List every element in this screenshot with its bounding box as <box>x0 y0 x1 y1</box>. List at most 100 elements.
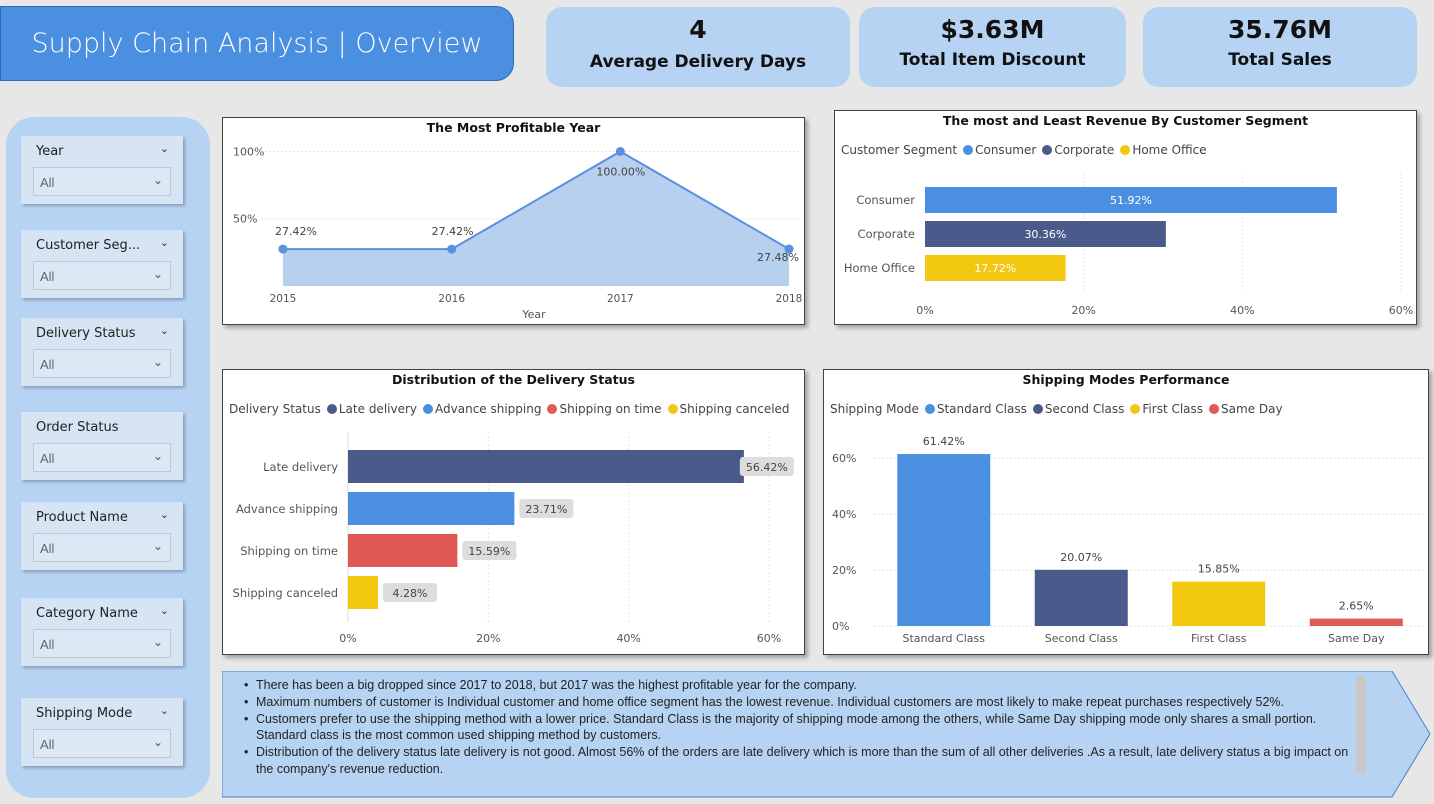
legend-item[interactable]: Second Class <box>1044 402 1125 416</box>
slicer-category-name[interactable]: Category Name ⌄ All ⌄ <box>21 598 183 666</box>
slicer-value: All <box>40 451 55 466</box>
slicer-order-status[interactable]: Order Status All ⌄ <box>21 412 183 480</box>
legend-item[interactable]: Advance shipping <box>435 402 542 416</box>
area-fill <box>283 151 789 286</box>
bar-chart[interactable]: 0% 20% 40% 60% 51.92% Consumer 30.36% Corporate… <box>835 111 1416 324</box>
scrollbar[interactable] <box>1356 676 1366 773</box>
legend-item[interactable]: Shipping on time <box>559 402 662 416</box>
data-label: 17.72% <box>974 262 1016 275</box>
bar <box>925 221 1166 247</box>
slicer-dropdown[interactable]: All ⌄ <box>33 629 171 658</box>
slicer-label: Category Name <box>36 606 138 621</box>
slicer-value: All <box>40 637 55 652</box>
data-label: 100.00% <box>596 165 645 178</box>
y-tick-label: 50% <box>233 213 257 226</box>
legend-item[interactable]: Home Office <box>1132 143 1207 157</box>
column-chart[interactable]: 0% 20% 40% 60% 61.42% Standard Class 20.07% Sec… <box>824 370 1428 654</box>
kpi-card-average-delivery-days: 4 Average Delivery Days <box>546 7 850 87</box>
x-tick-label: Same Day <box>1328 632 1385 645</box>
x-tick-label: 2015 <box>270 293 297 305</box>
legend-title: Delivery Status <box>229 402 321 416</box>
area-chart[interactable]: 50% 100% 27.42% 2015 27.42% 2016 100.00% 2017 27… <box>223 118 804 324</box>
legend-title: Customer Segment <box>841 143 958 157</box>
category-label: Shipping canceled <box>233 586 338 600</box>
slicer-label: Year <box>36 144 64 159</box>
chevron-down-icon[interactable]: ⌄ <box>159 605 169 617</box>
x-tick-label: 60% <box>757 632 781 645</box>
x-tick-label: 0% <box>916 304 933 317</box>
legend-item[interactable]: Shipping canceled <box>679 402 790 416</box>
bar-chart[interactable]: 0% 20% 40% 60% 56.42% Late delivery 23.71% Adva… <box>223 370 804 654</box>
x-tick-label: 2016 <box>438 293 465 305</box>
slicer-product-name[interactable]: Product Name ⌄ All ⌄ <box>21 502 183 570</box>
slicer-dropdown[interactable]: All ⌄ <box>33 349 171 378</box>
chevron-down-icon[interactable]: ⌄ <box>159 325 169 337</box>
chart-legend: Shipping Mode Standard Class Second Clas… <box>830 402 1283 416</box>
kpi-card-total-item-discount: $3.63M Total Item Discount <box>859 7 1126 87</box>
data-label: 51.92% <box>1110 194 1152 207</box>
slicer-dropdown[interactable]: All ⌄ <box>33 167 171 196</box>
data-label: 23.71% <box>525 503 567 516</box>
slicer-delivery-status[interactable]: Delivery Status ⌄ All ⌄ <box>21 318 183 386</box>
data-label-bg <box>739 457 794 476</box>
category-label: Advance shipping <box>236 502 338 516</box>
chart-title: The most and Least Revenue By Customer S… <box>942 113 1309 128</box>
legend-item[interactable]: Standard Class <box>936 402 1027 416</box>
data-label: 27.48% <box>757 251 799 264</box>
legend-item[interactable]: Corporate <box>1054 143 1115 157</box>
legend-item[interactable]: First Class <box>1142 402 1204 416</box>
chevron-down-icon[interactable]: ⌄ <box>159 237 169 249</box>
category-label: Consumer <box>856 193 915 207</box>
chevron-down-icon: ⌄ <box>152 735 163 749</box>
chart-card-profitable-year[interactable]: The Most Profitable Year 50% 100% 27.42% 20… <box>222 117 805 325</box>
slicer-dropdown[interactable]: All ⌄ <box>33 443 171 472</box>
data-label: 61.42% <box>923 435 965 448</box>
x-tick-label: Standard Class <box>903 632 986 645</box>
chevron-down-icon[interactable]: ⌄ <box>159 705 169 717</box>
chevron-down-icon[interactable]: ⌄ <box>159 509 169 521</box>
legend-item[interactable]: Same Day <box>1221 402 1283 416</box>
chevron-down-icon: ⌄ <box>152 267 163 281</box>
legend-item[interactable]: Consumer <box>975 143 1037 157</box>
slicer-dropdown[interactable]: All ⌄ <box>33 533 171 562</box>
x-tick-label: First Class <box>1191 632 1247 645</box>
bar <box>1172 581 1266 626</box>
insights-list: There has been a big dropped since 2017 … <box>244 677 1354 778</box>
chart-title: Shipping Modes Performance <box>1022 372 1230 387</box>
chevron-down-icon[interactable]: ⌄ <box>159 143 169 155</box>
legend-marker <box>326 404 337 414</box>
chevron-down-icon: ⌄ <box>152 539 163 553</box>
x-tick-label: 2017 <box>607 293 634 305</box>
slicer-value: All <box>40 541 55 556</box>
legend-marker <box>1042 145 1053 155</box>
legend-item[interactable]: Late delivery <box>338 402 418 416</box>
bar <box>348 450 744 483</box>
data-label: 56.42% <box>746 461 788 474</box>
x-axis-title: Year <box>521 308 546 321</box>
x-tick-label: 0% <box>339 632 356 645</box>
slicer-value: All <box>40 175 55 190</box>
y-tick-label: 40% <box>832 508 856 521</box>
chart-legend: Delivery Status Late delivery Advance sh… <box>229 402 790 416</box>
legend-marker <box>667 404 678 414</box>
chart-legend: Customer Segment Consumer Corporate Home… <box>841 143 1207 157</box>
slicer-label: Shipping Mode <box>36 706 133 721</box>
y-tick-label: 60% <box>832 452 856 465</box>
slicer-shipping-mode[interactable]: Shipping Mode ⌄ All ⌄ <box>21 698 183 766</box>
kpi-label: Total Sales <box>1228 50 1332 70</box>
chart-card-shipping-modes[interactable]: Shipping Modes Performance Shipping Mode… <box>823 369 1429 655</box>
slicer-dropdown[interactable]: All ⌄ <box>33 729 171 758</box>
slicer-customer-segment[interactable]: Customer Seg... ⌄ All ⌄ <box>21 230 183 298</box>
data-label: 27.42% <box>432 225 474 238</box>
legend-marker <box>1130 404 1141 414</box>
data-label-bg <box>462 541 517 560</box>
series-line <box>283 150 790 251</box>
slicer-year[interactable]: Year ⌄ All ⌄ <box>21 136 183 204</box>
chart-card-customer-segment[interactable]: The most and Least Revenue By Customer S… <box>834 110 1417 325</box>
slicer-dropdown[interactable]: All ⌄ <box>33 261 171 290</box>
kpi-card-total-sales: 35.76M Total Sales <box>1143 7 1417 87</box>
legend-title: Shipping Mode <box>830 402 919 416</box>
chart-card-delivery-status[interactable]: Distribution of the Delivery Status Deli… <box>222 369 805 655</box>
insight-item: Distribution of the delivery status late… <box>244 744 1354 778</box>
data-label: 20.07% <box>1060 551 1102 564</box>
